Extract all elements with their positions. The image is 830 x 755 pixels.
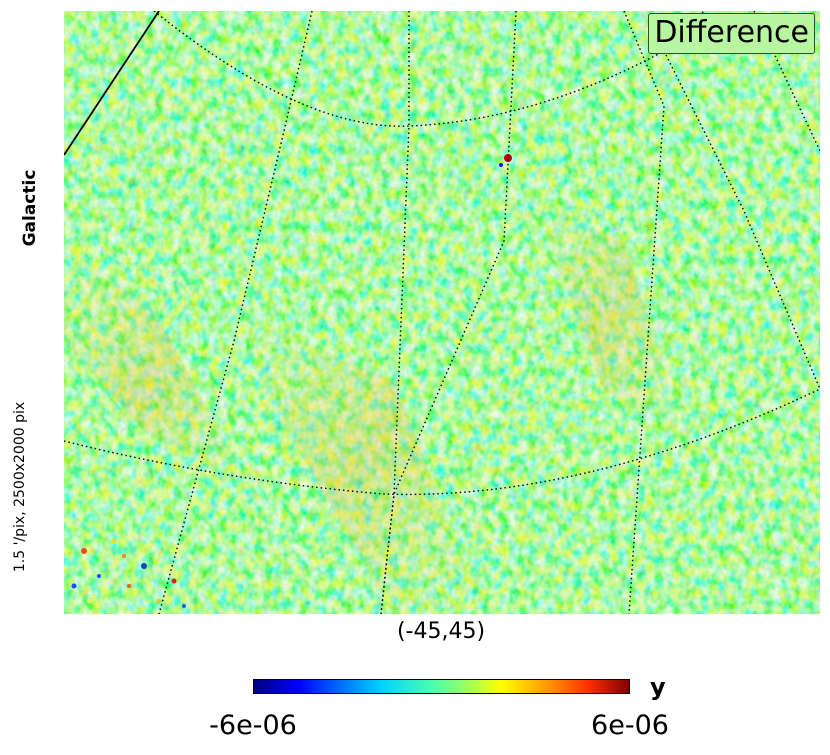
graticule — [64, 11, 820, 614]
point-source — [504, 154, 512, 162]
center-coordinates-label: (-45,45) — [396, 619, 486, 644]
boundary-line — [64, 11, 160, 156]
colorbar — [253, 679, 630, 694]
colorbar-unit-label: y — [650, 673, 666, 701]
noisy-region — [71, 538, 186, 608]
resolution-label: 1.5 '/pix, 2500x2000 pix — [12, 401, 28, 573]
colorbar-min-label: -6e-06 — [209, 710, 297, 741]
colorbar-max-label: 6e-06 — [591, 710, 669, 741]
gnomonic-map-image: Difference — [64, 11, 820, 614]
coordinate-system-label: Galactic — [20, 169, 40, 247]
panel-label: Difference — [648, 13, 815, 54]
map-svg — [64, 11, 820, 614]
